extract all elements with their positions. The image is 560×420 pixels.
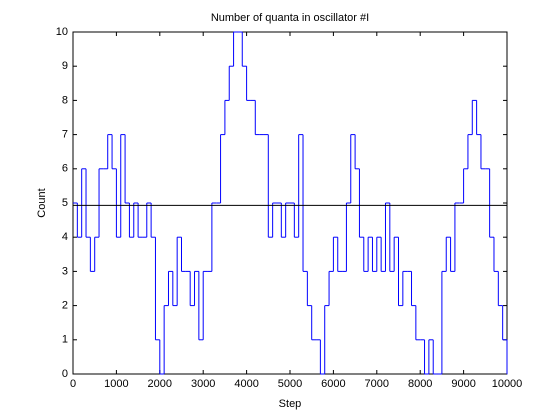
y-axis-label: Count (36, 188, 48, 217)
x-tick-label: 8000 (408, 378, 432, 390)
y-tick-label: 5 (62, 197, 68, 209)
chart-title: Number of quanta in oscillator #I (211, 12, 369, 24)
y-tick-label: 2 (62, 300, 68, 312)
x-tick-label: 10000 (492, 378, 523, 390)
y-tick-label: 3 (62, 265, 68, 277)
y-tick-label: 4 (62, 231, 68, 243)
x-tick-label: 4000 (234, 378, 258, 390)
x-tick-label: 0 (70, 378, 76, 390)
y-tick-label: 7 (62, 129, 68, 141)
x-tick-label: 2000 (148, 378, 172, 390)
y-tick-label: 8 (62, 94, 68, 106)
x-tick-label: 9000 (451, 378, 475, 390)
x-axis-label: Step (279, 398, 302, 410)
x-tick-label: 3000 (191, 378, 215, 390)
y-tick-label: 0 (62, 368, 68, 380)
y-tick-label: 6 (62, 163, 68, 175)
x-tick-label: 7000 (365, 378, 389, 390)
y-tick-label: 10 (56, 26, 68, 38)
x-tick-label: 5000 (278, 378, 302, 390)
y-tick-label: 1 (62, 334, 68, 346)
x-tick-label: 1000 (104, 378, 128, 390)
y-tick-label: 9 (62, 60, 68, 72)
x-tick-label: 6000 (321, 378, 345, 390)
